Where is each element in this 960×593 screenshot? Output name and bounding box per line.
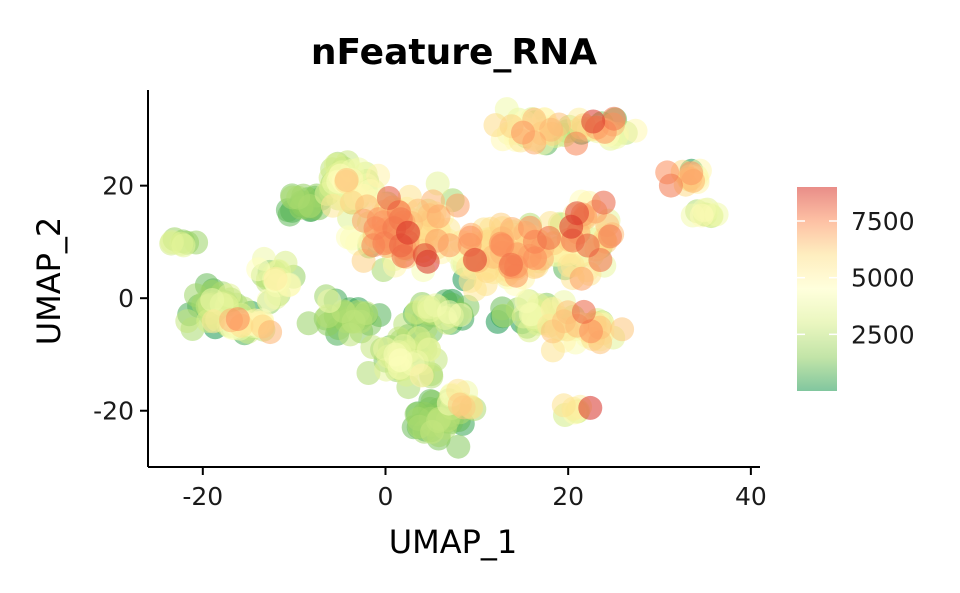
x-axis-ticks: -20 0 20 40	[182, 467, 767, 511]
scatter-point	[437, 300, 462, 325]
scatter-point	[366, 163, 391, 188]
scatter-point	[420, 419, 445, 444]
scatter-point	[579, 319, 603, 344]
scatter-point	[575, 233, 600, 258]
y-axis-label: UMAP_2	[30, 217, 68, 346]
scatter-point	[388, 348, 413, 373]
scatter-point	[317, 289, 342, 314]
scatter-point	[354, 301, 379, 326]
scatter-point	[396, 220, 420, 245]
scatter-point	[569, 266, 594, 291]
y-axis-ticks: -20 0 20	[93, 172, 148, 426]
scatter-point	[258, 320, 283, 345]
y-tick-label: 0	[118, 284, 134, 313]
scatter-point	[201, 309, 226, 334]
scatter-point	[426, 204, 451, 229]
scatter-point	[200, 288, 225, 312]
scatter-point	[409, 363, 434, 388]
scatter-point	[658, 173, 683, 198]
y-tick-label: 20	[102, 172, 134, 201]
color-legend-tick-label: 5000	[851, 264, 915, 293]
scatter-point	[598, 224, 622, 249]
scatter-point	[537, 225, 562, 250]
scatter-point	[376, 186, 401, 210]
scatter-point	[338, 322, 363, 347]
scatter-point	[415, 249, 440, 274]
scatter-point	[225, 307, 250, 332]
scatter-point	[175, 309, 200, 334]
scatter-point	[446, 434, 471, 459]
scatter-point	[171, 233, 196, 258]
scatter-point	[540, 338, 565, 363]
color-legend-ticks: 2500 5000 7500	[797, 207, 915, 349]
scatter-point	[447, 392, 472, 417]
scatter-point	[334, 168, 359, 192]
scatter-point	[564, 131, 589, 156]
scatter-point	[581, 109, 606, 134]
y-tick-label: -20	[93, 397, 134, 426]
color-legend-bar	[797, 187, 837, 391]
scatter-point	[559, 214, 584, 239]
color-legend-tick-label: 7500	[851, 207, 915, 236]
scatter-point	[296, 311, 321, 336]
x-tick-label: -20	[182, 482, 223, 511]
scatter-point	[578, 395, 603, 420]
scatter-point	[679, 161, 704, 186]
scatter-point	[335, 225, 360, 250]
scatter-point	[298, 194, 322, 218]
scatter-point	[458, 225, 483, 250]
scatter-point	[539, 117, 564, 142]
scatter-point	[320, 193, 345, 218]
x-tick-label: 40	[735, 482, 767, 511]
scatter-point	[610, 317, 635, 342]
scatter-point	[602, 106, 626, 131]
scatter-point	[445, 193, 470, 218]
scatter-point	[511, 120, 535, 145]
scatter-point	[491, 303, 516, 328]
x-axis-label: UMAP_1	[389, 523, 518, 561]
scatter-point	[623, 118, 648, 143]
scatter-point	[463, 247, 487, 272]
scatter-point	[551, 393, 576, 418]
scatter-point	[591, 190, 616, 215]
x-tick-label: 0	[378, 482, 394, 511]
scatter-point	[490, 233, 515, 258]
scatter-point	[499, 252, 523, 277]
x-tick-label: 20	[552, 482, 584, 511]
scatter-point	[689, 203, 714, 228]
color-legend: 2500 5000 7500	[797, 187, 915, 391]
chart-title: nFeature_RNA	[311, 32, 597, 73]
scatter-point	[518, 302, 543, 327]
color-legend-tick-label: 2500	[851, 320, 915, 349]
scatter-point	[263, 266, 288, 291]
scatter-points	[159, 97, 729, 459]
scatter-point	[256, 288, 281, 313]
scatter-point	[571, 299, 596, 324]
scatter-point	[437, 233, 462, 258]
